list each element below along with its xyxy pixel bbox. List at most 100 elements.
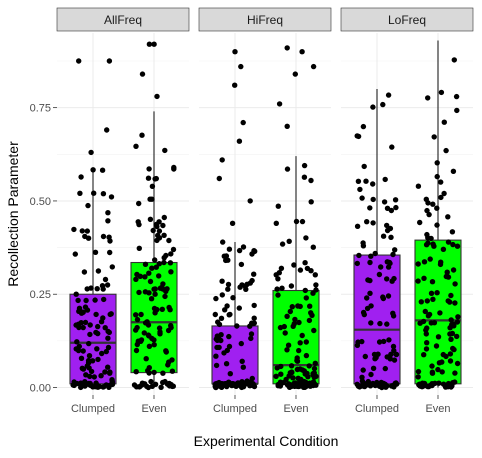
data-point [454, 360, 461, 367]
data-point [79, 365, 86, 371]
facet-strip [56, 7, 190, 32]
data-point [152, 286, 158, 292]
data-point [301, 162, 308, 169]
data-point [171, 164, 177, 171]
data-point [380, 101, 386, 108]
data-point [392, 197, 399, 203]
data-point [154, 237, 160, 244]
facet-strip [198, 7, 332, 32]
data-point [436, 360, 443, 366]
data-point [424, 298, 430, 304]
data-point [160, 222, 166, 229]
data-point [74, 339, 80, 345]
outlier-point [146, 41, 153, 47]
data-point [101, 384, 107, 390]
data-point [213, 295, 219, 302]
data-point [312, 360, 318, 366]
data-point [99, 350, 105, 357]
data-point [247, 280, 253, 286]
outlier-point [284, 123, 290, 129]
data-point [421, 275, 427, 281]
data-point [82, 319, 89, 326]
data-point [109, 381, 116, 388]
data-point [307, 303, 313, 309]
data-point [299, 332, 305, 339]
data-point [78, 384, 84, 391]
x-tick-label: Clumped [71, 403, 115, 415]
data-point [417, 320, 423, 326]
data-point [421, 352, 427, 358]
data-point [153, 175, 159, 182]
data-point [151, 337, 157, 343]
data-point [384, 276, 390, 282]
data-point [290, 323, 296, 329]
data-point [71, 226, 77, 233]
data-point [107, 369, 113, 375]
data-point [278, 363, 284, 370]
data-point [363, 178, 369, 184]
data-point [370, 220, 376, 226]
data-point [434, 222, 440, 228]
data-point [157, 331, 163, 337]
data-point [101, 296, 107, 303]
y-axis: 0.00 0.25 0.50 0.75 [30, 103, 57, 395]
data-point [99, 167, 106, 173]
data-point [303, 352, 310, 359]
data-point [385, 293, 392, 299]
data-point [370, 181, 376, 187]
data-point [354, 260, 360, 267]
data-point [375, 382, 382, 388]
data-point [227, 371, 233, 377]
data-point [393, 351, 399, 358]
data-point [382, 176, 388, 183]
data-point [232, 381, 238, 387]
data-point [299, 218, 306, 225]
outlier-point [232, 49, 238, 55]
data-point [302, 287, 308, 294]
data-point [443, 353, 449, 360]
data-point [421, 259, 428, 265]
data-point [212, 311, 218, 318]
data-point [381, 199, 388, 205]
data-point [136, 245, 142, 251]
data-point [236, 247, 243, 254]
data-point [75, 347, 82, 354]
data-point [384, 227, 391, 234]
data-point [168, 324, 174, 331]
data-point [415, 278, 421, 284]
x-tick-label: Clumped [213, 403, 257, 415]
outlier-point [106, 58, 113, 64]
data-point [151, 342, 157, 348]
data-point [430, 296, 436, 302]
data-point [424, 340, 430, 346]
data-point [359, 195, 365, 201]
data-point [452, 281, 458, 287]
data-point [370, 365, 377, 371]
data-point [102, 276, 109, 283]
data-point [313, 282, 319, 288]
data-point [77, 308, 84, 315]
data-point [368, 253, 374, 259]
data-point [296, 319, 302, 326]
data-point [147, 278, 154, 285]
outlier-point [240, 119, 246, 126]
data-point [161, 232, 167, 238]
data-point [393, 204, 399, 211]
data-point [156, 261, 162, 267]
data-point [219, 292, 225, 298]
data-point [431, 320, 438, 326]
data-point [426, 211, 432, 218]
data-point [168, 251, 174, 257]
box-allfreq-clumped [69, 58, 117, 391]
data-point [225, 286, 231, 292]
data-point [78, 174, 84, 180]
data-point [142, 274, 148, 280]
data-point [427, 256, 433, 262]
jitter-points [131, 41, 177, 391]
x-tick-label: Even [283, 403, 308, 415]
data-point [103, 348, 110, 355]
data-point [359, 378, 366, 384]
data-point [226, 381, 233, 387]
data-point [303, 339, 309, 345]
